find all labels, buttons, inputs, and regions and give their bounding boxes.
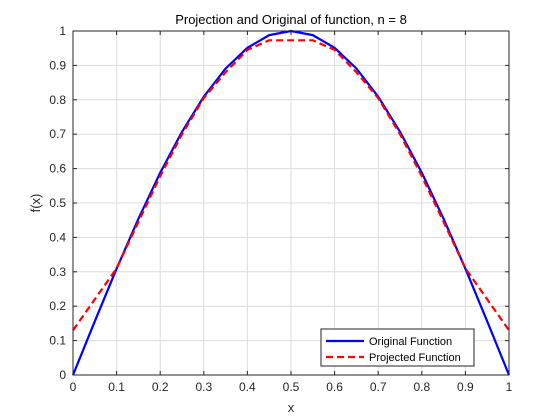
projected-function-line <box>72 39 510 331</box>
chart-title: Projection and Original of function, n =… <box>175 12 407 27</box>
y-tick-label: 0.6 <box>49 162 66 176</box>
x-tick-label: 0 <box>70 380 77 394</box>
y-tick-label: 0.2 <box>49 299 66 313</box>
y-tick-label: 0.1 <box>49 334 66 348</box>
x-tick-label: 0.7 <box>370 380 387 394</box>
x-tick-labels: 0 0.1 0.2 0.3 0.4 0.5 0.6 0.7 0.8 0.9 1 <box>70 380 513 394</box>
y-tick-label: 0 <box>59 368 66 382</box>
y-axis-label: f(x) <box>28 194 43 213</box>
x-tick-label: 0.3 <box>195 380 212 394</box>
legend-label-original: Original Function <box>369 336 452 348</box>
x-tick-label: 0.9 <box>457 380 474 394</box>
y-tick-label: 0.8 <box>49 93 66 107</box>
x-tick-label: 0.8 <box>413 380 430 394</box>
x-tick-label: 1 <box>506 380 513 394</box>
tick-marks <box>72 30 510 376</box>
x-tick-label: 0.2 <box>152 380 169 394</box>
x-tick-label: 0.6 <box>326 380 343 394</box>
legend: Original Function Projected Function <box>320 328 475 367</box>
y-tick-label: 0.9 <box>49 58 66 72</box>
y-tick-label: 0.5 <box>49 196 66 210</box>
x-tick-label: 0.1 <box>108 380 125 394</box>
x-axis-label: x <box>288 400 295 415</box>
y-tick-label: 0.7 <box>49 127 66 141</box>
x-tick-label: 0.4 <box>239 380 256 394</box>
y-tick-label: 1 <box>59 24 66 38</box>
y-tick-labels: 0 0.1 0.2 0.3 0.4 0.5 0.6 0.7 0.8 0.9 1 <box>49 24 66 382</box>
legend-box <box>320 328 475 367</box>
y-tick-label: 0.3 <box>49 265 66 279</box>
legend-label-projected: Projected Function <box>369 352 461 364</box>
x-tick-label: 0.5 <box>283 380 300 394</box>
y-tick-label: 0.4 <box>49 230 66 244</box>
